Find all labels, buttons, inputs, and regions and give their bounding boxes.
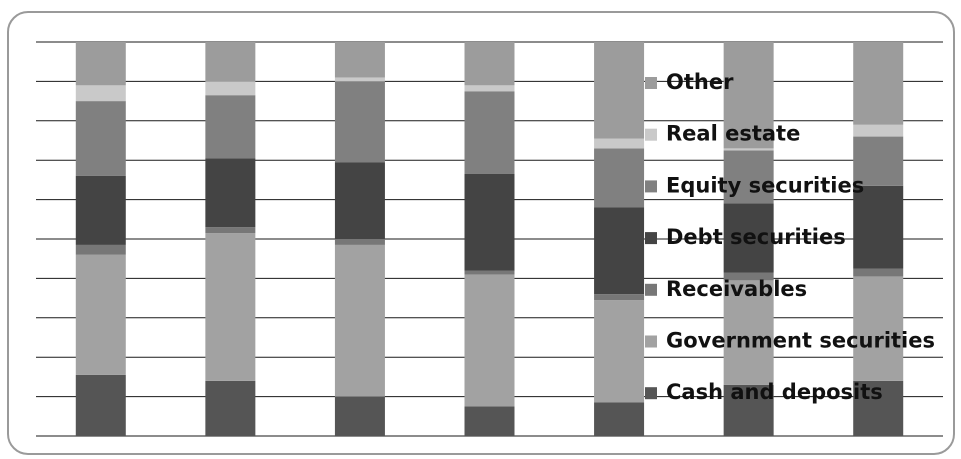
bar-segment — [594, 294, 645, 301]
legend-text: Cash and deposits — [666, 380, 883, 404]
bar-segment — [464, 270, 515, 275]
bar-segment — [723, 148, 774, 151]
legend-text: Real estate — [666, 122, 800, 146]
legend-text: Equity securities — [666, 173, 864, 197]
bar-segment — [853, 124, 904, 137]
bar-segment — [853, 42, 904, 125]
bar-segment — [334, 162, 385, 239]
bar-segment — [594, 207, 645, 295]
bar-segment — [205, 227, 256, 234]
bar-segment — [75, 101, 126, 176]
bar-segment — [853, 136, 904, 186]
bar-segment — [205, 158, 256, 228]
bar-segment — [205, 42, 256, 82]
legend-swatch — [645, 387, 657, 400]
bar-segment — [464, 91, 515, 174]
bar-segment — [853, 268, 904, 277]
bar-segment — [205, 233, 256, 381]
legend-swatch — [645, 77, 657, 89]
bar-segment — [205, 95, 256, 159]
legend-swatch — [645, 232, 657, 245]
bar-segment — [205, 380, 256, 436]
legend-text: Receivables — [666, 277, 807, 301]
bar-segment — [594, 402, 645, 436]
bar-segment — [594, 148, 645, 208]
legend-text: Government securities — [666, 329, 935, 353]
bar-segment — [75, 254, 126, 375]
bar-segment — [723, 384, 774, 436]
bar-segment — [594, 300, 645, 403]
bar-segment — [723, 150, 774, 204]
bar-segment — [464, 406, 515, 436]
legend-swatch — [645, 180, 657, 193]
bar-segment — [853, 380, 904, 436]
bar-segment — [75, 42, 126, 86]
bar-segment — [853, 185, 904, 269]
bar-segment — [723, 203, 774, 273]
bar-segment — [205, 81, 256, 96]
bar-segment — [334, 239, 385, 245]
legend-text: Other — [666, 70, 734, 94]
bar-segment — [464, 85, 515, 92]
legend-swatch — [645, 335, 657, 348]
legend-swatch — [645, 128, 657, 141]
bar-segment — [464, 42, 515, 86]
bar-segment — [334, 244, 385, 397]
bar-segment — [75, 85, 126, 102]
bar-segment — [853, 276, 904, 381]
bar-segment — [334, 42, 385, 78]
bar-segment — [723, 42, 774, 149]
bar-segment — [75, 374, 126, 436]
bar-segment — [464, 274, 515, 407]
bar-segment — [75, 175, 126, 245]
legend-text: Debt securities — [666, 225, 846, 249]
bar-segment — [594, 138, 645, 149]
bar-segment — [594, 42, 645, 139]
legend-swatch — [645, 283, 657, 296]
bar-segment — [334, 396, 385, 436]
bar-segment — [464, 173, 515, 271]
bar-segment — [75, 244, 126, 255]
bar-segment — [723, 272, 774, 281]
bar-segment — [723, 280, 774, 385]
bar-segment — [334, 81, 385, 163]
bar-segment — [334, 77, 385, 82]
